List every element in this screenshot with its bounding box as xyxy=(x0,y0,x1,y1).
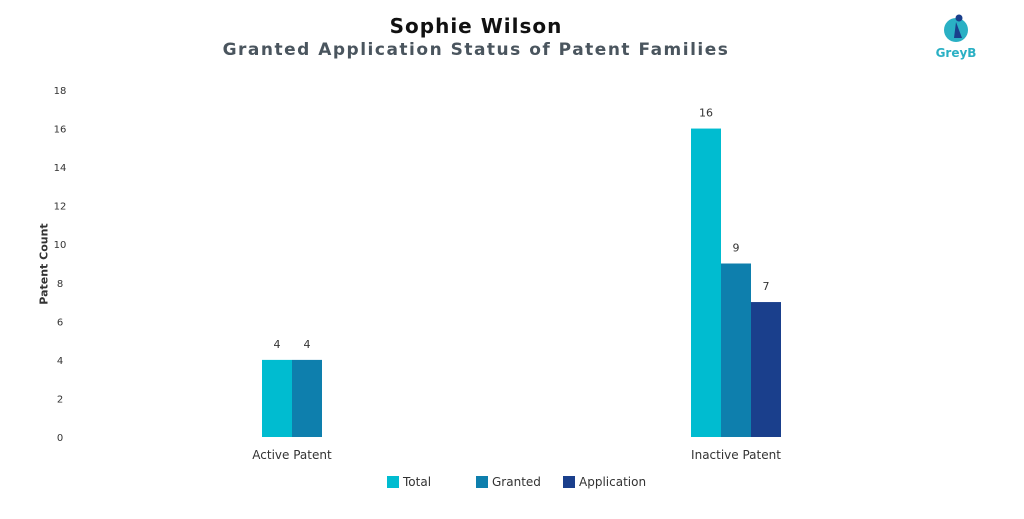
chart-subtitle: Granted Application Status of Patent Fam… xyxy=(222,40,730,60)
y-tick-label: 14 xyxy=(54,163,67,174)
legend-swatch xyxy=(476,476,488,488)
data-label: 9 xyxy=(733,242,740,255)
y-tick-label: 8 xyxy=(57,279,63,290)
legend-swatch xyxy=(563,476,575,488)
x-axis-labels: Active Patent Inactive Patent xyxy=(252,448,781,462)
logo-text: GreyB xyxy=(935,46,977,60)
data-label: 4 xyxy=(304,338,311,351)
bar-total-0 xyxy=(262,359,292,437)
bars: 4 4 16 9 7 xyxy=(262,107,781,438)
x-tick-label: Active Patent xyxy=(252,448,332,462)
x-tick-label: Inactive Patent xyxy=(691,448,781,462)
legend-label: Granted xyxy=(492,475,541,489)
y-tick-label: 16 xyxy=(54,125,67,136)
legend-swatch xyxy=(387,476,399,488)
chart-title: Sophie Wilson xyxy=(389,14,563,38)
y-tick-label: 10 xyxy=(54,240,67,251)
legend-label: Total xyxy=(403,475,432,489)
y-axis-ticks: 0 2 4 6 8 10 12 14 16 18 xyxy=(54,86,67,444)
greyb-logo: GreyB xyxy=(932,12,980,62)
legend-item-application: Application xyxy=(563,475,646,489)
y-tick-label: 18 xyxy=(54,86,67,97)
y-tick-label: 4 xyxy=(57,356,63,367)
bar-application-1 xyxy=(751,302,781,437)
bar-granted-0 xyxy=(292,359,322,437)
data-label: 16 xyxy=(699,107,713,120)
y-tick-label: 0 xyxy=(57,433,63,444)
data-label: 4 xyxy=(274,338,281,351)
legend-label: Application xyxy=(579,475,647,489)
legend-item-granted: Granted xyxy=(476,475,541,489)
y-tick-label: 12 xyxy=(54,202,67,213)
y-tick-label: 2 xyxy=(57,394,63,405)
legend-item-total: Total xyxy=(387,475,431,489)
y-tick-label: 6 xyxy=(57,317,63,328)
bar-granted-1 xyxy=(721,263,751,437)
data-label: 7 xyxy=(763,280,770,293)
bar-total-1 xyxy=(691,128,721,438)
greyb-logo-icon xyxy=(944,14,968,42)
